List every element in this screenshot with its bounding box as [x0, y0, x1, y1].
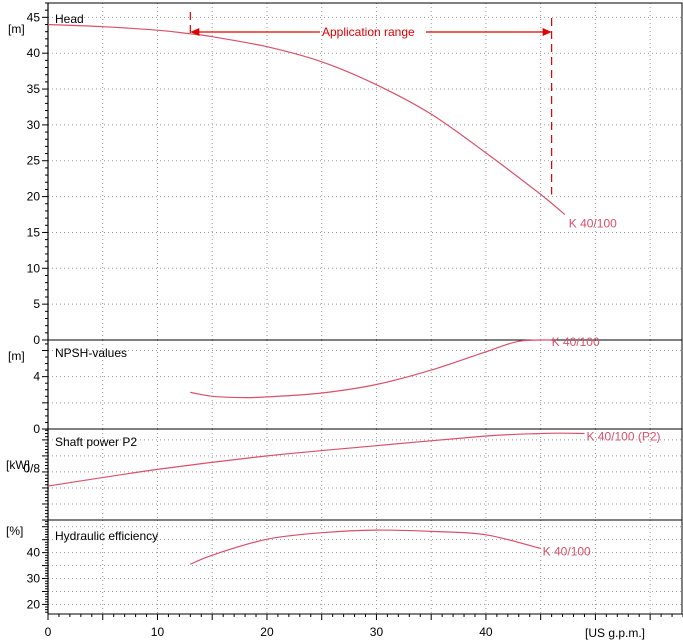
power-panel-title: Shaft power P2: [55, 435, 137, 449]
y-tick-label: 45: [27, 10, 41, 24]
arrowhead-right-icon: [542, 28, 552, 36]
y-tick-label: 0: [33, 422, 40, 436]
performance-curve: [190, 529, 541, 565]
y-tick-label: 40: [27, 546, 41, 560]
performance-curve: [47, 23, 566, 215]
x-axis-unit: [US g.p.m.]: [585, 626, 645, 640]
x-tick-label: 40: [479, 625, 493, 639]
x-tick-label: 30: [370, 625, 384, 639]
y-tick-label: 35: [27, 82, 41, 96]
y-tick-label: 0/8: [23, 462, 40, 476]
efficiency-panel-title: Hydraulic efficiency: [55, 529, 158, 543]
npsh-y-unit: [m]: [8, 349, 25, 363]
y-tick-label: 5: [33, 297, 40, 311]
x-tick-label: 10: [151, 625, 165, 639]
performance-curve: [190, 339, 552, 399]
application-range-label: Application range: [322, 25, 415, 39]
grid-layer: [48, 3, 683, 614]
y-tick-label: 20: [27, 190, 41, 204]
y-tick-label: 15: [27, 225, 41, 239]
y-tick-label: 30: [27, 118, 41, 132]
performance-curve: [47, 432, 585, 487]
panel-frame: [47, 339, 683, 430]
tick-layer: 0 5 10 15 20 25 30 35 40 45 0 4 0/8 20 30 40 0 10 20 30 40: [23, 2, 683, 639]
curve-label: K 40/100: [569, 217, 617, 231]
efficiency-y-unit: [%]: [6, 524, 23, 538]
y-tick-label: 4: [33, 370, 40, 384]
curve-layer: K 40/100 K 40/100 K 40/100 (P2) K 40/100: [47, 23, 661, 565]
head-y-unit: [m]: [8, 22, 25, 36]
application-range: Application range: [189, 12, 553, 195]
x-tick-label: 0: [45, 625, 52, 639]
curve-label: K 40/100 (P2): [586, 429, 660, 443]
arrowhead-left-icon: [190, 28, 200, 36]
y-tick-label: 30: [27, 572, 41, 586]
y-tick-label: 20: [27, 597, 41, 611]
curve-label: K 40/100: [552, 335, 600, 349]
panel-frames: [47, 2, 683, 615]
y-tick-label: 40: [27, 46, 41, 60]
head-panel-title: Head: [55, 12, 84, 26]
panel-text-layer: Head [m] NPSH-values [m] Shaft power P2 …: [6, 12, 645, 640]
y-tick-label: 0: [33, 333, 40, 347]
y-tick-label: 10: [27, 261, 41, 275]
curve-label: K 40/100: [543, 544, 591, 558]
y-tick-label: 25: [27, 154, 41, 168]
x-tick-label: 20: [260, 625, 274, 639]
npsh-panel-title: NPSH-values: [55, 346, 127, 360]
power-y-unit: [kW]: [6, 458, 30, 472]
